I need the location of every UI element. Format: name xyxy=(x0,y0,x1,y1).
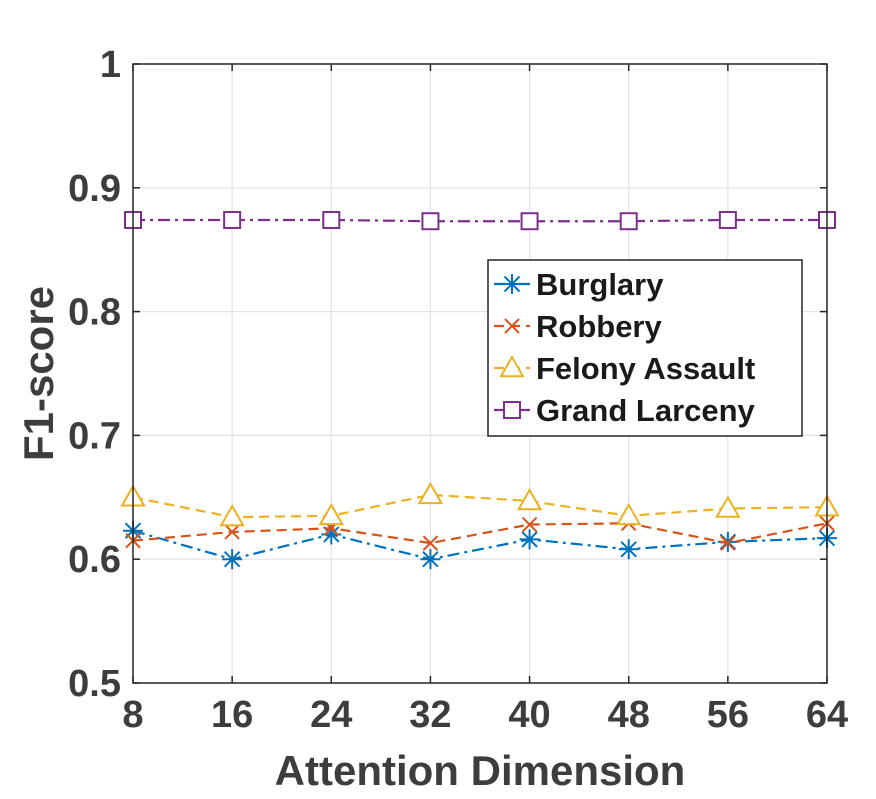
data-point-grand-larceny xyxy=(520,212,539,231)
legend-entry-robbery: Robbery xyxy=(494,309,663,344)
x-tick-label: 56 xyxy=(707,694,749,736)
data-point-felony-assault xyxy=(318,502,345,526)
legend-entry-felony-assault: Felony Assault xyxy=(494,351,755,386)
series-layer xyxy=(120,210,840,570)
y-tick-label: 0.8 xyxy=(68,292,121,334)
legend-box xyxy=(487,259,803,437)
legend-entry-burglary: Burglary xyxy=(494,267,664,302)
legend-label-robbery: Robbery xyxy=(536,309,663,344)
data-point-grand-larceny xyxy=(322,210,341,229)
data-point-robbery xyxy=(224,524,240,540)
x-stroke xyxy=(504,318,520,334)
series-line-felony-assault xyxy=(132,493,828,519)
plot-frame xyxy=(132,63,828,684)
data-point-grand-larceny xyxy=(421,212,440,231)
y-tick-label: 0.9 xyxy=(68,168,121,210)
data-point-grand-larceny xyxy=(619,212,638,231)
data-point-felony-assault xyxy=(516,487,543,511)
x-tick-label: 64 xyxy=(806,694,848,736)
y-tick-label: 0.7 xyxy=(68,415,121,457)
data-point-grand-larceny xyxy=(223,210,242,229)
legend-marker-burglary xyxy=(502,274,522,294)
data-point-burglary xyxy=(420,549,441,570)
legend-label-grand-larceny: Grand Larceny xyxy=(536,393,756,428)
x-tick-label: 16 xyxy=(211,694,253,736)
data-point-burglary xyxy=(519,529,540,550)
data-point-burglary xyxy=(618,539,639,560)
series-line-robbery xyxy=(132,522,828,545)
x-tick-label: 48 xyxy=(608,694,650,736)
x-stroke xyxy=(521,516,538,533)
legend: Burglary Robbery Felony Assault Grand Larce… xyxy=(487,259,803,437)
x-stroke xyxy=(422,535,439,551)
data-point-burglary xyxy=(222,549,243,570)
y-tick-label: 1 xyxy=(100,44,121,86)
x-tick-label: 24 xyxy=(310,694,352,736)
data-point-robbery xyxy=(521,516,538,533)
series-grand-larceny xyxy=(124,210,836,231)
x-tick-label: 40 xyxy=(508,694,550,736)
asterisk-stroke xyxy=(620,541,637,558)
x-tick-label: 32 xyxy=(409,694,451,736)
series-line-grand-larceny xyxy=(133,218,827,223)
legend-marker-felony-assault xyxy=(499,354,525,378)
y-tick-label: 0.5 xyxy=(68,663,121,705)
data-point-felony-assault xyxy=(219,504,245,527)
x-tick-label: 8 xyxy=(122,694,143,736)
data-point-grand-larceny xyxy=(718,210,737,229)
x-stroke xyxy=(720,535,736,551)
tick-labels: 8 16 24 32 40 48 56 64 0.5 0.6 0.7 0.8 0.9 1 xyxy=(68,44,848,736)
y-axis-label: F1-score xyxy=(15,286,62,461)
y-tick-label: 0.6 xyxy=(68,539,121,581)
asterisk-stroke xyxy=(521,531,538,548)
legend-entry-grand-larceny: Grand Larceny xyxy=(494,393,756,428)
asterisk-stroke xyxy=(503,275,521,293)
legend-marker-robbery xyxy=(504,318,520,334)
data-point-felony-assault xyxy=(615,502,642,526)
data-point-felony-assault xyxy=(417,481,444,505)
x-axis-label: Attention Dimension xyxy=(275,747,686,794)
asterisk-stroke xyxy=(323,526,340,543)
legend-label-burglary: Burglary xyxy=(536,267,664,302)
data-point-robbery xyxy=(422,535,439,551)
asterisk-stroke xyxy=(422,550,439,568)
x-stroke xyxy=(224,524,240,540)
asterisk-stroke xyxy=(223,550,241,568)
legend-label-felony-assault: Felony Assault xyxy=(536,351,755,386)
legend-marker-grand-larceny xyxy=(503,401,521,419)
data-point-robbery xyxy=(720,535,736,551)
series-line-burglary xyxy=(132,529,828,561)
data-point-felony-assault xyxy=(715,495,741,518)
